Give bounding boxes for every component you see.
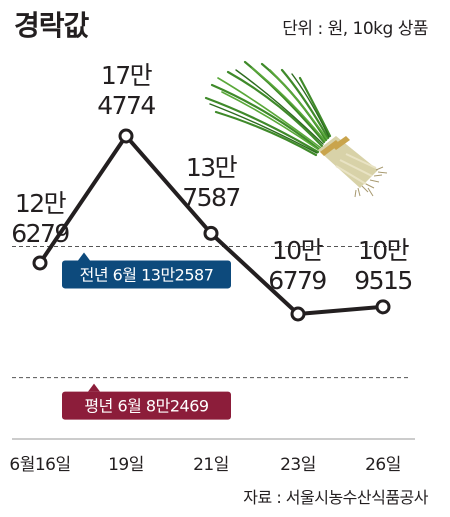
data-point-0 <box>32 255 48 271</box>
value-label-0-0: 12만 <box>15 189 67 218</box>
source-note: 자료 : 서울시농수산식품공사 <box>243 488 428 507</box>
reference-label-0: 전년 6월 13만2587 <box>80 265 214 284</box>
value-label-1-0: 17만 <box>101 61 153 90</box>
x-tick-label-1: 19일 <box>108 455 144 475</box>
value-label-4-1: 9515 <box>354 266 412 295</box>
value-label-2-0: 13만 <box>186 153 238 182</box>
reference-box-pointer-1 <box>88 383 100 392</box>
data-point-2 <box>203 225 219 241</box>
x-tick-label-4: 26일 <box>365 455 401 475</box>
value-label-4-0: 10만 <box>358 236 410 265</box>
value-label-1-1: 4774 <box>97 91 155 120</box>
data-point-4 <box>375 299 391 315</box>
chart-title: 경락값 <box>14 9 89 42</box>
value-label-3-0: 10만 <box>272 236 324 265</box>
value-label-2-1: 7587 <box>182 183 240 212</box>
data-point-1 <box>118 128 134 144</box>
x-tick-label-0: 6월16일 <box>9 455 70 475</box>
chives-illustration <box>204 60 388 198</box>
unit-label: 단위 : 원, 10kg 상품 <box>282 19 428 39</box>
x-tick-label-3: 23일 <box>280 455 316 475</box>
reference-box-0 <box>62 260 231 289</box>
reference-box-1 <box>62 391 231 420</box>
value-label-3-1: 6779 <box>268 266 326 295</box>
reference-box-pointer-0 <box>78 252 90 261</box>
data-point-3 <box>290 306 306 322</box>
reference-label-1: 평년 6월 8만2469 <box>84 397 208 416</box>
x-tick-label-2: 21일 <box>193 455 229 475</box>
value-label-0-1: 6279 <box>11 219 69 248</box>
